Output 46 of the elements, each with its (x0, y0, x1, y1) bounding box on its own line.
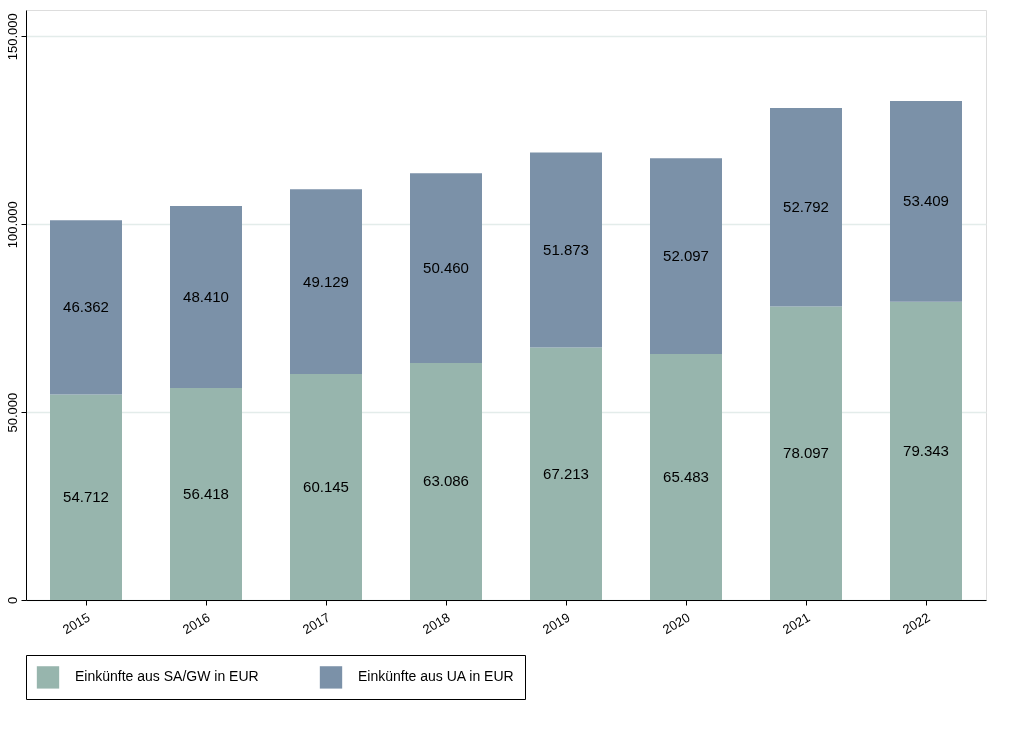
x-tick-label: 2022 (899, 609, 933, 638)
x-tick-label: 2018 (419, 609, 453, 638)
x-tick-label: 2020 (659, 609, 693, 638)
bar (170, 206, 242, 388)
data-label: 63.086 (423, 472, 469, 490)
bar (290, 189, 362, 374)
data-label: 60.145 (303, 477, 349, 495)
y-tick-label: 0 (4, 596, 20, 605)
data-label: 52.792 (783, 198, 829, 216)
bar (50, 220, 122, 395)
bar (650, 158, 722, 354)
legend-label: Einkünfte aus UA in EUR (358, 668, 514, 685)
bar (650, 353, 722, 600)
x-tick-label: 2017 (299, 609, 333, 638)
x-tick-label: 2016 (179, 609, 213, 638)
y-tick-label: 100.000 (4, 201, 20, 249)
data-label: 52.097 (663, 247, 709, 265)
bar (50, 394, 122, 600)
data-label: 67.213 (543, 464, 589, 482)
data-label: 79.343 (903, 441, 949, 459)
data-label: 51.873 (543, 240, 589, 258)
data-label: 46.362 (63, 298, 109, 316)
data-label: 49.129 (303, 272, 349, 290)
legend-label: Einkünfte aus SA/GW in EUR (75, 668, 259, 685)
x-tick-label: 2019 (539, 609, 573, 638)
data-label: 54.712 (63, 488, 109, 506)
data-label: 50.460 (423, 259, 469, 277)
bar (290, 373, 362, 600)
bar (170, 387, 242, 600)
bar (410, 173, 482, 363)
x-tick-label: 2021 (779, 609, 813, 638)
y-tick-label: 150.000 (4, 13, 20, 61)
data-label: 53.409 (903, 192, 949, 210)
bar (890, 301, 962, 600)
bar (770, 306, 842, 600)
data-label: 78.097 (783, 444, 829, 462)
bar (530, 347, 602, 600)
bar (890, 101, 962, 302)
x-tick-label: 2015 (59, 609, 93, 638)
data-label: 65.483 (663, 467, 709, 485)
data-label: 48.410 (183, 288, 229, 306)
y-tick-label: 50.000 (4, 392, 20, 433)
bar (530, 152, 602, 348)
bar (770, 108, 842, 307)
bar (410, 362, 482, 600)
data-label: 56.418 (183, 484, 229, 502)
